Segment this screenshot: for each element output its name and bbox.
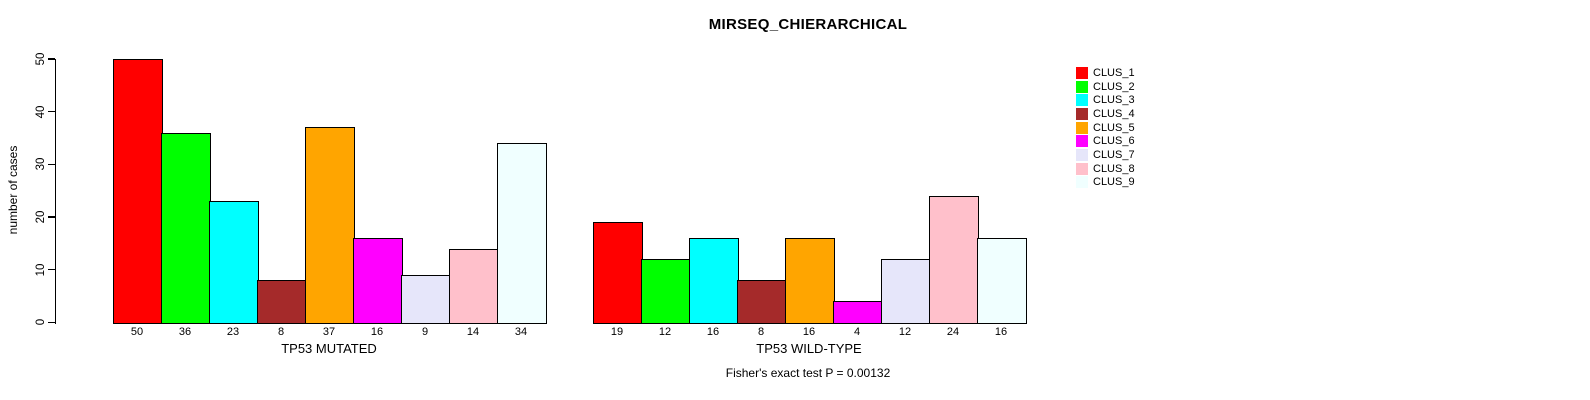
bar-clus_4-group1 [257, 280, 307, 324]
legend-item: CLUS_6 [1076, 134, 1135, 148]
legend-swatch-clus_9 [1076, 176, 1088, 189]
caption-fishers-test: Fisher's exact test P = 0.00132 [725, 366, 891, 380]
x-axis-group-label: TP53 WILD-TYPE [756, 340, 862, 356]
bar-value-label: 37 [322, 325, 336, 338]
legend: CLUS_1 CLUS_2 CLUS_3 CLUS_4 CLUS_5 CLUS_6 CLUS… [1076, 66, 1135, 189]
y-axis-tick [47, 58, 55, 60]
bar-clus_9-group1 [497, 143, 547, 324]
bar-clus_9-group2 [977, 238, 1027, 324]
bar-value-label: 24 [946, 325, 960, 338]
bar-clus_7-group1 [401, 274, 451, 324]
bar-value-label: 23 [226, 325, 240, 338]
legend-item: CLUS_1 [1076, 66, 1135, 80]
x-axis-group-label: TP53 MUTATED [281, 340, 377, 356]
bar-value-label: 16 [370, 325, 384, 338]
legend-swatch-clus_4 [1076, 107, 1088, 120]
bar-clus_5-group1 [305, 127, 355, 324]
y-axis-tick-label: 0 [35, 319, 47, 326]
y-axis-tick [47, 321, 55, 324]
legend-item-label: CLUS_1 [1093, 66, 1135, 79]
y-axis-tick [47, 110, 55, 113]
legend-swatch-clus_6 [1076, 135, 1088, 148]
bar-clus_2-group2 [641, 259, 691, 324]
legend-item: CLUS_5 [1076, 121, 1135, 135]
bar-value-label: 16 [994, 325, 1008, 338]
bar-value-label: 9 [421, 325, 429, 338]
y-axis-tick-label: 10 [35, 263, 47, 277]
bar-clus_4-group2 [737, 280, 787, 324]
legend-swatch-clus_3 [1076, 94, 1088, 107]
bar-clus_8-group1 [449, 248, 499, 324]
chart-title: MIRSEQ_CHIERARCHICAL [708, 16, 908, 33]
bar-value-label: 4 [853, 325, 861, 338]
bar-clus_8-group2 [929, 195, 979, 324]
y-axis-tick-label: 40 [35, 105, 47, 118]
legend-item-label: CLUS_6 [1093, 135, 1135, 148]
legend-item-label: CLUS_5 [1093, 121, 1135, 134]
y-axis-tick-label: 20 [35, 210, 47, 224]
legend-swatch-clus_8 [1076, 162, 1088, 175]
bar-value-label: 36 [178, 325, 192, 338]
bar-clus_3-group1 [209, 201, 259, 324]
legend-item: CLUS_7 [1076, 148, 1135, 162]
bar-value-label: 50 [130, 325, 144, 338]
legend-item-label: CLUS_4 [1093, 107, 1135, 120]
legend-swatch-clus_2 [1076, 80, 1088, 93]
y-axis-tick [47, 268, 55, 271]
legend-swatch-clus_1 [1076, 66, 1088, 79]
y-axis-tick [47, 216, 55, 218]
legend-swatch-clus_5 [1076, 121, 1088, 134]
bar-value-label: 16 [706, 325, 720, 338]
legend-swatch-clus_7 [1076, 148, 1088, 161]
bar-clus_1-group2 [593, 222, 643, 324]
legend-item-label: CLUS_7 [1093, 148, 1135, 161]
y-axis-label: number of cases [6, 145, 20, 235]
bar-clus_6-group2 [833, 301, 883, 324]
bar-clus_3-group2 [689, 238, 739, 324]
bar-value-label: 8 [757, 325, 765, 338]
legend-item: CLUS_2 [1076, 80, 1135, 94]
y-axis-line [54, 58, 56, 324]
legend-item-label: CLUS_2 [1093, 80, 1135, 93]
legend-item: CLUS_3 [1076, 93, 1135, 107]
bar-value-label: 34 [514, 325, 528, 338]
bar-value-label: 12 [898, 325, 912, 338]
legend-item: CLUS_9 [1076, 176, 1135, 190]
bar-value-label: 14 [466, 325, 480, 338]
bar-clus_2-group1 [161, 132, 211, 324]
legend-item-label: CLUS_9 [1093, 176, 1135, 189]
y-axis-tick [47, 163, 55, 166]
legend-item-label: CLUS_8 [1093, 162, 1135, 175]
legend-item-label: CLUS_3 [1093, 94, 1135, 107]
bar-value-label: 12 [658, 325, 672, 338]
legend-item: CLUS_4 [1076, 107, 1135, 121]
legend-item: CLUS_8 [1076, 162, 1135, 176]
bar-value-label: 19 [610, 325, 624, 338]
bar-clus_6-group1 [353, 238, 403, 324]
bar-clus_1-group1 [113, 58, 163, 324]
bar-value-label: 8 [277, 325, 285, 338]
y-axis-tick-label: 30 [35, 157, 47, 171]
bar-value-label: 16 [802, 325, 816, 338]
bar-clus_5-group2 [785, 238, 835, 324]
bar-clus_7-group2 [881, 259, 931, 324]
y-axis-tick-label: 50 [35, 52, 47, 66]
